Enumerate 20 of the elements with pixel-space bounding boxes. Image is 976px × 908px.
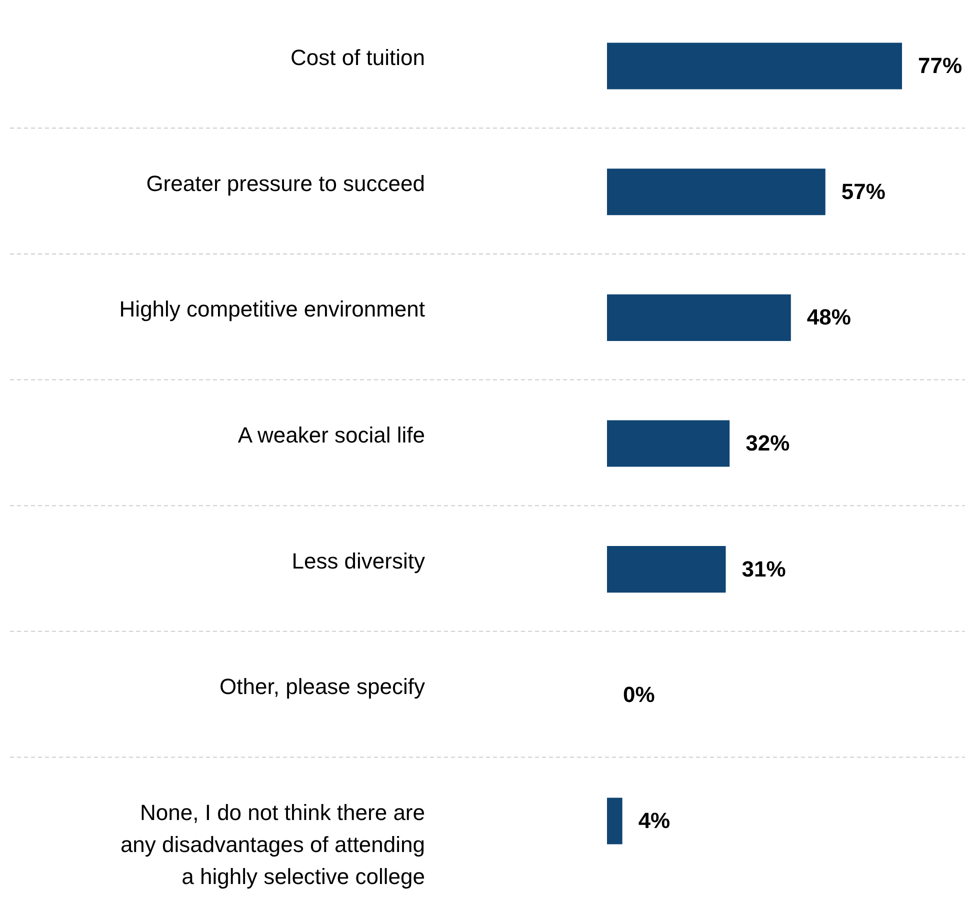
bar [607,798,622,844]
y-tick-label: Other, please specify [220,674,425,700]
data-label: 48% [806,304,851,330]
y-tick-label: A weaker social life [238,422,425,448]
y-tick-label: Less diversity [292,548,425,574]
y-tick-label: Cost of tuition [290,45,425,70]
bar [607,420,730,467]
y-tick-label: None, I do not think there are any disadvantages of attending a highly selective college [120,800,425,889]
bar [607,42,902,90]
y-tick-label: Highly competitive environment [119,296,425,322]
bar [607,168,826,216]
data-label: 77% [918,53,962,78]
data-label: 0% [623,682,655,708]
data-label: 32% [746,430,790,456]
data-label: 4% [638,808,670,833]
data-label: 31% [742,556,786,582]
bar [607,546,726,593]
bar [607,294,791,341]
data-label: 57% [841,178,886,204]
y-tick-label: Greater pressure to succeed [146,170,425,196]
